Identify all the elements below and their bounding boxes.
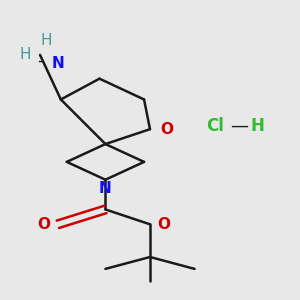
Text: Cl: Cl xyxy=(206,117,224,135)
Text: H: H xyxy=(250,117,264,135)
Text: N: N xyxy=(99,181,112,196)
Text: H: H xyxy=(20,47,31,62)
Text: N: N xyxy=(52,56,64,71)
Text: H: H xyxy=(40,32,52,47)
Text: -: - xyxy=(37,52,43,70)
Text: O: O xyxy=(158,217,170,232)
Text: —: — xyxy=(230,117,248,135)
Text: O: O xyxy=(38,217,50,232)
Text: O: O xyxy=(160,122,173,137)
